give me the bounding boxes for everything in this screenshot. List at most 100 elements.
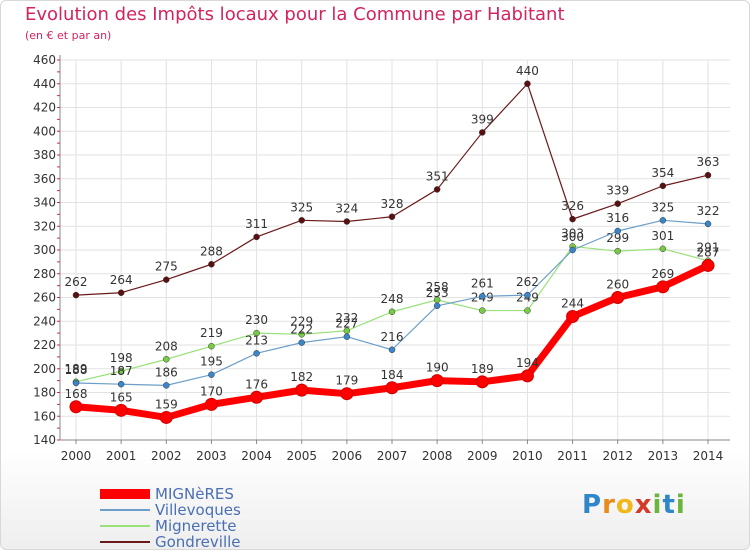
data-label-gondreville: 326 [561, 199, 584, 213]
data-label-mign-res: 159 [155, 397, 178, 411]
y-tick-label: 320 [33, 219, 56, 233]
data-label-gondreville: 325 [290, 200, 313, 214]
chart-subtitle: (en € et par an) [25, 29, 112, 42]
data-point-gondreville [704, 171, 712, 179]
data-label-gondreville: 288 [200, 244, 223, 258]
data-point-villevoques [117, 380, 125, 388]
data-label-mignerette: 258 [426, 280, 449, 294]
data-point-mign-res [611, 291, 625, 304]
data-label-mignerette: 208 [155, 339, 178, 353]
y-tick-label: 280 [33, 267, 56, 281]
data-label-mignerette: 198 [110, 351, 133, 365]
data-label-gondreville: 351 [426, 169, 449, 183]
data-label-mignerette: 299 [606, 231, 629, 245]
data-point-mign-res [385, 381, 399, 395]
data-point-villevoques [343, 333, 351, 340]
y-tick-label: 160 [33, 409, 56, 423]
data-point-mign-res [295, 383, 309, 397]
data-point-mignerette [388, 308, 396, 315]
data-point-villevoques [479, 293, 486, 300]
logo-letter: i [652, 490, 663, 520]
data-label-mign-res: 189 [471, 362, 494, 376]
x-tick-label: 2001 [106, 449, 137, 463]
data-point-gondreville [388, 213, 396, 220]
x-tick-label: 2005 [286, 449, 317, 463]
x-tick-label: 2011 [557, 449, 588, 463]
data-point-villevoques [298, 339, 305, 346]
data-point-mign-res [520, 369, 534, 383]
data-label-villevoques: 325 [651, 200, 674, 214]
data-label-mign-res: 179 [335, 374, 358, 388]
data-label-mign-res: 165 [110, 390, 133, 404]
data-label-villevoques: 188 [65, 363, 88, 377]
data-point-gondreville [433, 186, 441, 193]
x-tick-label: 2010 [512, 449, 543, 463]
logo-letter: t [662, 490, 676, 520]
y-tick-label: 420 [33, 101, 56, 115]
logo-letter: x [634, 490, 653, 520]
logo-letter: i [675, 490, 686, 520]
data-point-mign-res [114, 403, 128, 417]
y-tick-label: 260 [33, 291, 56, 305]
x-tick-label: 2007 [377, 449, 408, 463]
data-point-mign-res [701, 258, 715, 272]
x-tick-label: 2012 [602, 449, 633, 463]
data-point-villevoques [208, 371, 215, 378]
logo-letter: r [602, 490, 616, 520]
data-point-mign-res [340, 387, 354, 401]
data-label-gondreville: 311 [245, 217, 268, 231]
data-point-gondreville [659, 182, 667, 190]
y-tick-label: 400 [33, 124, 56, 138]
x-tick-label: 2009 [467, 449, 498, 463]
data-point-gondreville [253, 233, 260, 241]
x-tick-label: 2004 [241, 449, 272, 463]
data-point-gondreville [479, 129, 486, 136]
data-label-mign-res: 190 [426, 361, 449, 375]
data-point-mign-res [69, 400, 83, 414]
data-label-mign-res: 168 [65, 387, 88, 401]
data-label-villevoques: 322 [697, 204, 720, 218]
data-label-mignerette: 230 [245, 313, 268, 327]
data-label-gondreville: 324 [335, 202, 358, 216]
data-point-mign-res [250, 390, 264, 404]
data-label-villevoques: 262 [516, 275, 539, 289]
data-label-gondreville: 440 [516, 64, 539, 78]
x-tick-label: 2008 [422, 449, 453, 463]
data-point-gondreville [524, 80, 531, 87]
x-tick-label: 2003 [196, 449, 227, 463]
data-point-villevoques [659, 217, 667, 224]
y-tick-label: 360 [33, 172, 56, 186]
data-point-mign-res [159, 410, 173, 424]
data-label-mignerette: 303 [561, 226, 584, 240]
data-label-mignerette: 291 [697, 241, 720, 255]
data-label-mign-res: 269 [651, 267, 674, 281]
data-point-mignerette [163, 356, 170, 363]
y-tick-label: 340 [33, 196, 56, 210]
logo-letter: P [582, 490, 603, 520]
data-label-villevoques: 186 [155, 365, 178, 379]
data-point-gondreville [208, 261, 215, 268]
data-label-gondreville: 264 [110, 273, 133, 287]
data-point-mign-res [656, 280, 670, 294]
data-point-mignerette [298, 331, 305, 338]
x-tick-label: 2014 [693, 449, 724, 463]
legend-label-mignerette: Mignerette [155, 517, 237, 535]
data-label-gondreville: 363 [697, 155, 720, 169]
data-label-villevoques: 316 [606, 211, 629, 225]
data-point-mign-res [475, 375, 489, 389]
legend-label-villevoques: Villevoques [155, 501, 241, 519]
data-label-mign-res: 176 [245, 377, 268, 391]
data-point-mignerette [614, 247, 621, 255]
data-point-mignerette [524, 307, 531, 314]
data-label-gondreville: 339 [606, 184, 629, 198]
data-label-villevoques: 253 [426, 286, 449, 300]
x-tick-label: 2006 [332, 449, 363, 463]
y-tick-label: 240 [33, 314, 56, 328]
data-point-mign-res [430, 374, 444, 388]
data-point-gondreville [569, 215, 576, 223]
data-point-villevoques [163, 382, 170, 389]
data-point-mign-res [566, 310, 580, 323]
data-label-mign-res: 184 [381, 368, 404, 382]
data-label-mign-res: 287 [697, 245, 720, 259]
data-point-villevoques [433, 302, 441, 310]
